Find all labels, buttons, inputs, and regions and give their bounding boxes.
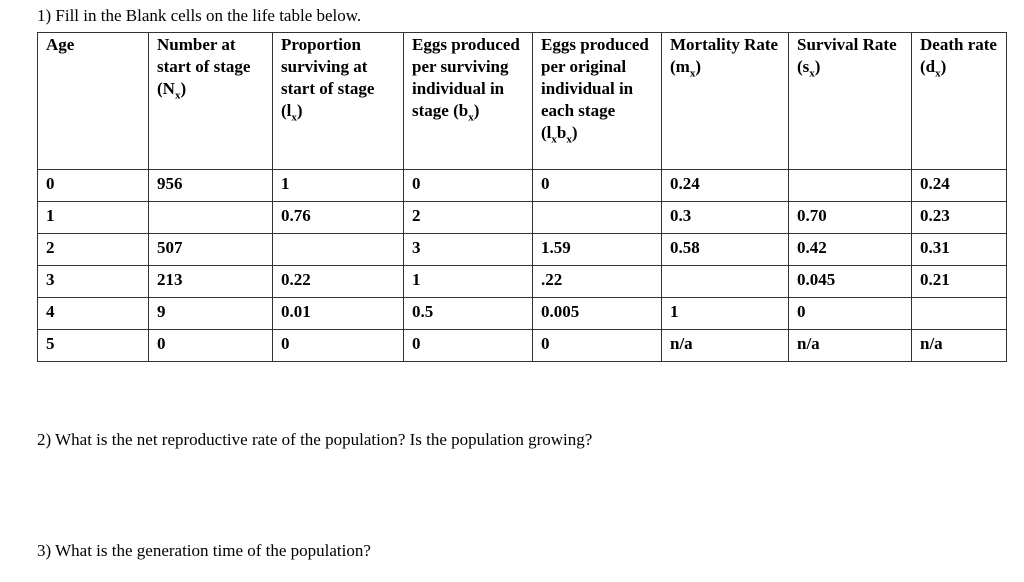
- cell: 0: [272, 329, 404, 362]
- header-text: Eggs produced per surviving individual i…: [412, 35, 520, 120]
- cell: 0.24: [911, 169, 1007, 202]
- cell: [148, 201, 273, 234]
- data-row: 3 213 0.22 1.22 0.045 0.21: [37, 265, 1007, 298]
- cell: 507: [148, 233, 273, 266]
- cell: 213: [148, 265, 273, 298]
- data-row: 0 956 1 0 0 0.24 0.24: [37, 169, 1007, 202]
- header-text: Survival Rate (s: [797, 35, 897, 76]
- cell: 0.21: [911, 265, 1007, 298]
- cell: 5: [37, 329, 149, 362]
- subscript: x: [291, 111, 297, 124]
- cell: 0.005: [532, 297, 662, 330]
- cell: 0.24: [661, 169, 789, 202]
- header-text: ): [473, 101, 480, 120]
- cell: [788, 169, 912, 202]
- cell: 0.42: [788, 233, 912, 266]
- header-row: Age Number at start of stage (Nx) Proporti…: [37, 32, 1007, 170]
- data-row: 5 0 0 0 0 n/a n/a n/a: [37, 329, 1007, 362]
- header-cell: Survival Rate (sx): [788, 32, 912, 170]
- cell: 0: [532, 329, 662, 362]
- header-text: ): [296, 101, 303, 120]
- cell: 956: [148, 169, 273, 202]
- cell: n/a: [661, 329, 789, 362]
- cell: 0.70: [788, 201, 912, 234]
- cell: 0.045: [788, 265, 912, 298]
- cell: 1: [403, 265, 533, 298]
- header-cell: Eggs produced per surviving individual i…: [403, 32, 533, 170]
- subscript: x: [689, 67, 696, 80]
- cell: 0.23: [911, 201, 1007, 234]
- life-table: Age Number at start of stage (Nx) Proporti…: [37, 32, 1007, 362]
- cell: 2: [403, 201, 533, 234]
- header-text: Death rate (d: [920, 35, 997, 76]
- cell: 4: [37, 297, 149, 330]
- cell: [532, 201, 662, 234]
- subscript: x: [468, 111, 474, 124]
- header-text: ): [695, 57, 701, 76]
- cell: 0.3: [661, 201, 789, 234]
- subscript: x: [935, 67, 941, 80]
- header-text: ): [940, 57, 947, 76]
- header-text: Eggs produced per original individual in…: [541, 35, 649, 142]
- data-row: 1 0.76 2 0.3 0.70 0.23: [37, 201, 1007, 234]
- cell: 1: [272, 169, 404, 202]
- header-cell: Proportion surviving at start of stage (…: [272, 32, 404, 170]
- header-text: ): [180, 79, 187, 98]
- cell: 0: [403, 169, 533, 202]
- cell: 0: [37, 169, 149, 202]
- cell: [661, 265, 789, 298]
- question: 1) Fill in the Blank cells on the life t…: [37, 6, 362, 25]
- cell: 0.5: [403, 297, 533, 330]
- header-cell: Mortality Rate (mx): [661, 32, 789, 170]
- question: 3) What is the generation time of the po…: [37, 541, 371, 560]
- header-cell: Eggs produced per original individual in…: [532, 32, 662, 170]
- cell: 1.59: [532, 233, 662, 266]
- header-text: Number at start of stage (N: [157, 35, 251, 98]
- cell: 0: [403, 329, 533, 362]
- header-text: Proportion surviving at start of stage (…: [281, 35, 375, 120]
- question: 2) What is the net reproductive rate of …: [37, 430, 593, 449]
- header-text: Age: [46, 35, 75, 54]
- cell: 3: [403, 233, 533, 266]
- cell: 0: [788, 297, 912, 330]
- header-text: ): [571, 123, 578, 142]
- cell: .22: [532, 265, 662, 298]
- subscript: x: [551, 133, 557, 146]
- cell: 0.58: [661, 233, 789, 266]
- header-cell: Death rate (dx): [911, 32, 1007, 170]
- cell: 2: [37, 233, 149, 266]
- cell: 0.76: [272, 201, 404, 234]
- cell: 0.22: [272, 265, 404, 298]
- header-text: b: [556, 123, 567, 142]
- data-row: 2 507 3 1.59 0.58 0.42 0.31: [37, 233, 1007, 266]
- header-cell: Age: [37, 32, 149, 170]
- subscript: x: [809, 67, 815, 80]
- cell: 0: [148, 329, 273, 362]
- cell: [911, 297, 1007, 330]
- cell: 1: [37, 201, 149, 234]
- cell: 3: [37, 265, 149, 298]
- cell: 0.31: [911, 233, 1007, 266]
- cell: 9: [148, 297, 273, 330]
- cell: 0: [532, 169, 662, 202]
- header-text: Mortality Rate (m: [670, 35, 779, 76]
- subscript: x: [174, 89, 181, 102]
- cell: [272, 233, 404, 266]
- cell: 0.01: [272, 297, 404, 330]
- cell: 1: [661, 297, 789, 330]
- cell: n/a: [911, 329, 1007, 362]
- data-row: 4 9 0.01 0.5 0.005 1 0: [37, 297, 1007, 330]
- header-cell: Number at start of stage (Nx): [148, 32, 273, 170]
- header-text: ): [814, 57, 821, 76]
- subscript: x: [566, 133, 572, 146]
- cell: n/a: [788, 329, 912, 362]
